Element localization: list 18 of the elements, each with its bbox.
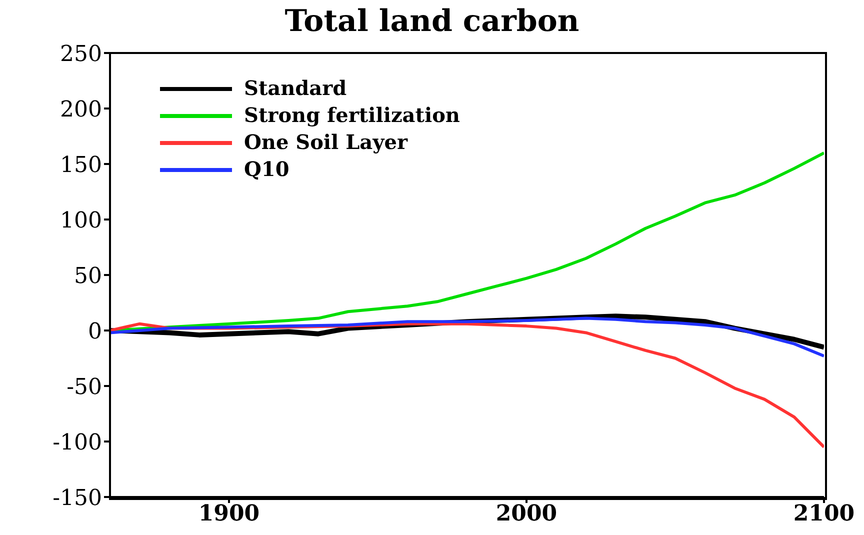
x-tick-label: 2000 (496, 500, 558, 527)
y-tick-label: 50 (74, 264, 102, 289)
chart-title: Total land carbon (284, 4, 580, 39)
x-tick-label: 1900 (198, 500, 260, 527)
legend-label: One Soil Layer (244, 129, 408, 156)
y-tick-label: -150 (52, 486, 102, 511)
y-tick-label: -50 (66, 374, 102, 400)
y-tick-label: 100 (60, 208, 102, 234)
y-tick-label: 200 (60, 97, 102, 122)
legend-label: Strong fertilization (244, 102, 460, 129)
legend-label: Standard (244, 75, 347, 102)
y-tick-label: 250 (60, 42, 102, 67)
y-tick-label: 150 (60, 152, 102, 178)
legend-label: Q10 (244, 156, 290, 183)
x-tick-label: 2100 (793, 500, 855, 527)
y-tick-label: 0 (88, 319, 102, 344)
line-series (110, 316, 824, 358)
y-tick-label: -100 (52, 430, 102, 456)
